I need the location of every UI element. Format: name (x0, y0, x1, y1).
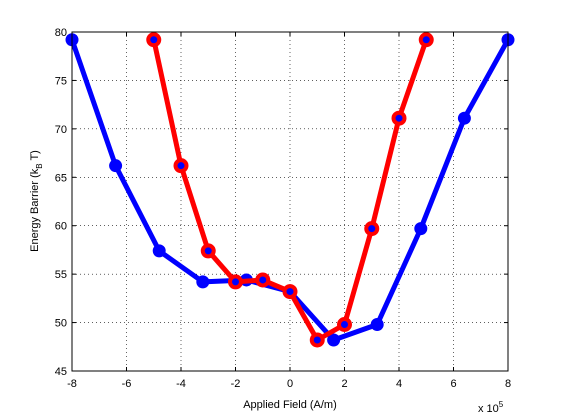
x-tick-label: 4 (396, 378, 402, 390)
y-tick-label: 60 (55, 221, 67, 233)
tick-labels: -8 -6 -4 -2 0 2 4 6 8 45 50 55 60 65 70 75 80 (55, 27, 511, 390)
x-tick-label: -4 (176, 378, 186, 390)
series-2-point (282, 284, 298, 300)
series-2-point (200, 243, 216, 259)
series-2 (146, 32, 434, 348)
series-2-point (364, 221, 380, 237)
y-tick-label: 75 (55, 75, 67, 87)
series-2-point (309, 332, 325, 348)
series-1-point (370, 318, 384, 332)
series-2-point (228, 274, 243, 290)
series-2-point (173, 158, 189, 174)
x-tick-label: 0 (287, 378, 293, 390)
x-tick-label: 2 (341, 378, 347, 390)
y-tick-label: 50 (55, 318, 67, 330)
series-2-point (337, 317, 352, 333)
y-axis-title-main: Energy Barrier (k (29, 168, 41, 252)
series-2-point (255, 272, 271, 288)
x-tick-label: 8 (505, 378, 511, 390)
series-1-point (109, 159, 123, 173)
series-2-point (418, 32, 434, 48)
x-tick-label: 6 (450, 378, 456, 390)
series-group (65, 32, 515, 348)
x-axis-title: Applied Field (A/m) (243, 399, 337, 411)
y-axis-title-sub: B (35, 163, 44, 168)
y-tick-label: 65 (55, 172, 67, 184)
series-1-point (327, 333, 341, 347)
plot-frame (71, 31, 509, 372)
x-exponent-base: x 10 (478, 403, 499, 415)
x-tick-label: -6 (122, 378, 132, 390)
series-2-point (391, 110, 407, 126)
y-tick-label: 70 (55, 124, 67, 136)
y-tick-label: 55 (55, 269, 67, 281)
y-tick-label: 80 (55, 27, 67, 39)
x-axis-exponent: x 105 (478, 400, 504, 415)
x-tick-label: -8 (67, 378, 77, 390)
series-1-point (196, 275, 210, 289)
x-tick-label: -2 (231, 378, 241, 390)
series-2-point (146, 32, 162, 48)
series-1-point (457, 111, 471, 125)
series-1-point (152, 244, 166, 258)
y-axis-title: Energy Barrier (kB T) (29, 150, 44, 252)
y-tick-label: 45 (55, 366, 67, 378)
x-exponent-power: 5 (499, 400, 504, 409)
series-1-point (414, 222, 428, 236)
y-axis-title-tail: T) (29, 150, 41, 163)
